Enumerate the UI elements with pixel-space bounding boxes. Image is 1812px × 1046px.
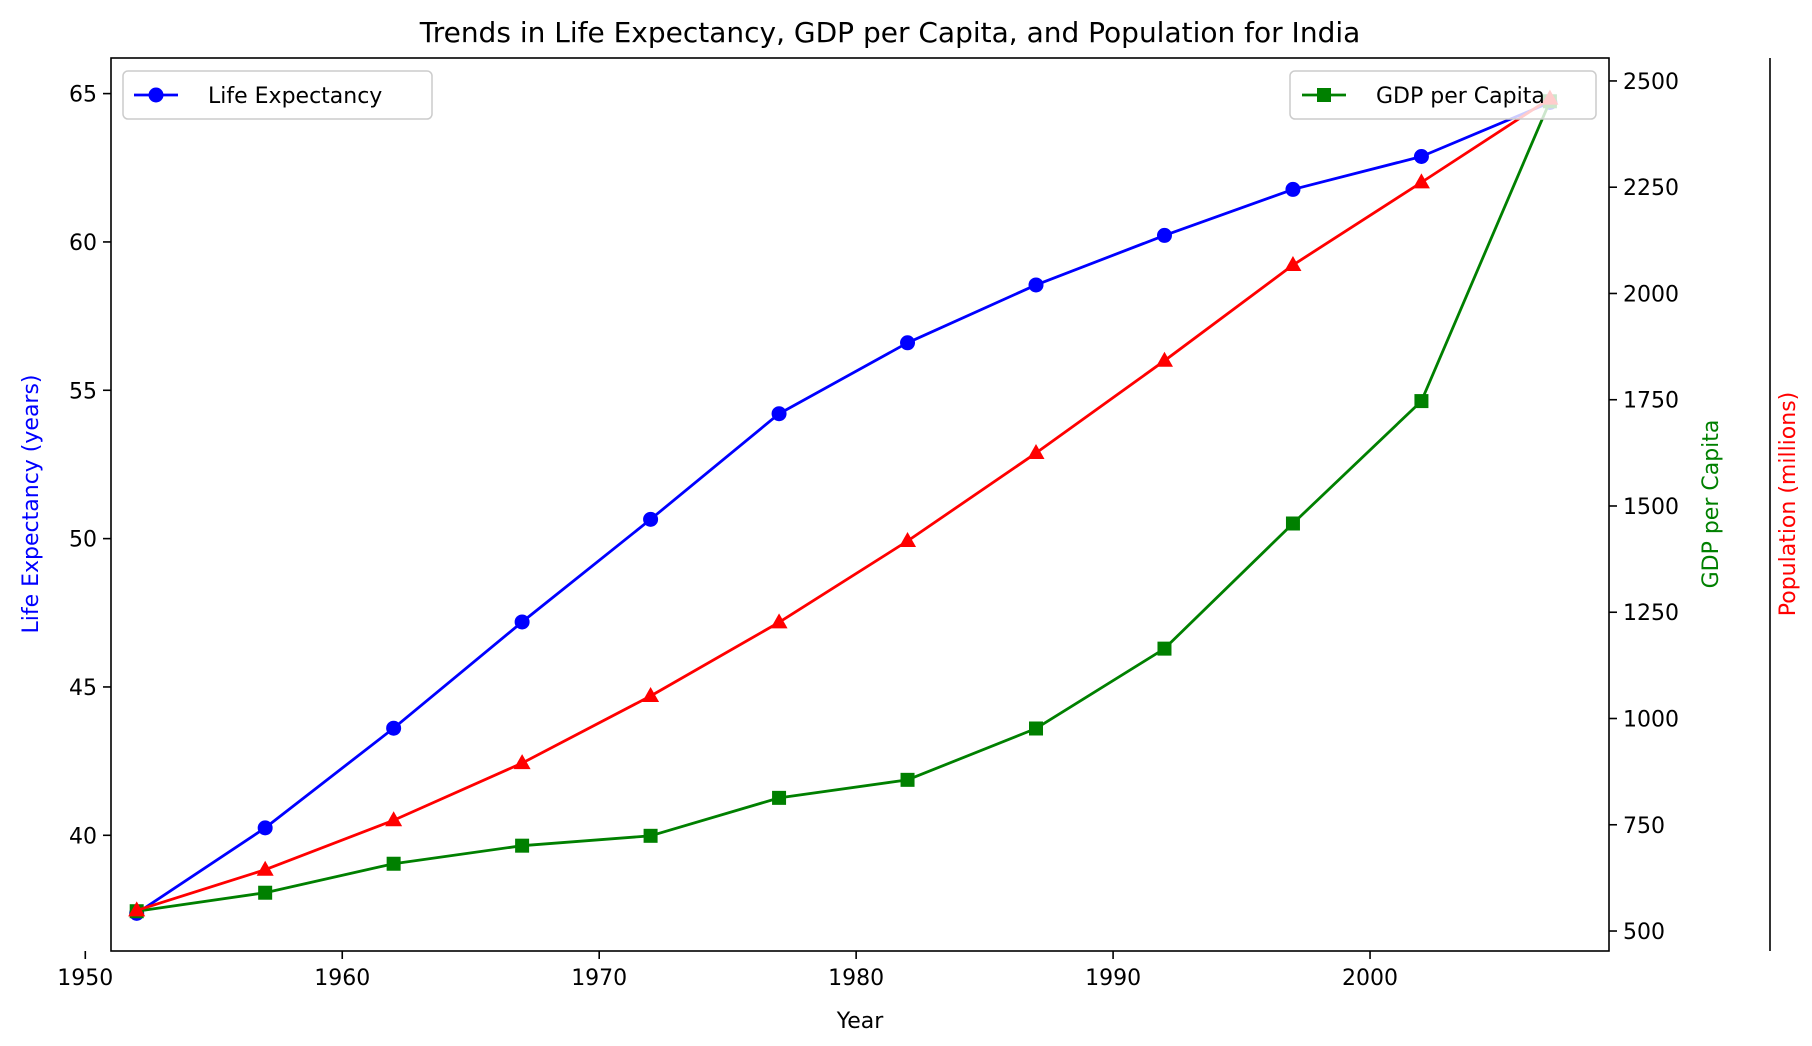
data-point-gdp-per-capita [1157,641,1172,656]
data-point-gdp-per-capita [1029,721,1044,736]
chart-title: Trends in Life Expectancy, GDP per Capit… [419,16,1361,49]
data-point-life-expectancy [771,406,787,422]
left-tick-label: 65 [69,83,97,108]
legend-box [122,70,433,120]
data-point-outer-right [513,754,531,770]
legend-label: Life Expectancy [208,84,382,109]
x-tick-label: 2000 [1342,966,1398,991]
left-tick-label: 50 [69,528,97,553]
x-tick-label: 1980 [828,966,884,991]
legend-gdp-per-capita: GDP per Capita [1289,70,1597,120]
legend-circle-marker [148,87,164,103]
outer-right-axis-title: Population (millions) [1776,392,1801,617]
plot-frame [110,57,1610,952]
x-tick-label: 1990 [1085,966,1141,991]
data-point-life-expectancy [514,614,530,630]
data-point-gdp-per-capita [772,790,787,805]
left-tick-label: 55 [69,379,97,404]
data-point-outer-right [1027,444,1045,460]
legend-label: GDP per Capita [1376,84,1545,109]
data-point-outer-right [128,901,146,917]
data-point-life-expectancy [900,335,916,351]
right-tick-label: 750 [1623,814,1665,839]
series-line-outer-right [136,97,1551,912]
data-point-gdp-per-capita [643,828,658,843]
right-tick-label: 2500 [1623,70,1679,95]
right-tick-label: 2000 [1623,282,1679,307]
data-point-gdp-per-capita [258,885,273,900]
data-point-life-expectancy [1285,181,1301,197]
data-point-life-expectancy [1156,227,1172,243]
data-point-gdp-per-capita [1414,394,1429,409]
x-tick-label: 1950 [57,966,113,991]
right-tick-label: 1250 [1623,601,1679,626]
data-point-gdp-per-capita [386,856,401,871]
series-line-life-expectancy [135,101,1551,915]
data-point-outer-right [256,860,274,876]
data-point-life-expectancy [386,720,402,736]
data-point-life-expectancy [643,511,659,527]
data-point-life-expectancy [1413,148,1429,164]
right-tick-label: 2250 [1623,176,1679,201]
legend-square-marker [1317,88,1331,102]
data-point-life-expectancy [257,820,273,836]
right-tick-label: 500 [1623,920,1665,945]
data-point-outer-right [642,687,660,703]
data-point-gdp-per-capita [515,838,530,853]
x-tick-label: 1960 [314,966,370,991]
data-point-outer-right [1155,351,1173,367]
left-tick-label: 45 [69,676,97,701]
data-point-gdp-per-capita [1285,516,1300,531]
right-axis-title: GDP per Capita [1699,420,1724,589]
right-tick-label: 1750 [1623,389,1679,414]
legend-box [1289,70,1597,120]
legend-life-expectancy: Life Expectancy [122,70,433,120]
left-axis-title: Life Expectancy (years) [19,374,44,633]
data-point-outer-right [1284,256,1302,272]
data-point-gdp-per-capita [900,772,915,787]
series-line-gdp-per-capita [136,100,1552,913]
right-tick-label: 1000 [1623,708,1679,733]
left-tick-label: 40 [69,824,97,849]
x-tick-label: 1970 [571,966,627,991]
data-point-life-expectancy [1028,277,1044,293]
x-axis-title: Year [836,1009,885,1034]
right-tick-label: 1500 [1623,495,1679,520]
data-point-outer-right [770,613,788,629]
data-point-outer-right [385,811,403,827]
data-point-outer-right [899,532,917,548]
data-point-outer-right [1412,173,1430,189]
left-tick-label: 60 [69,231,97,256]
